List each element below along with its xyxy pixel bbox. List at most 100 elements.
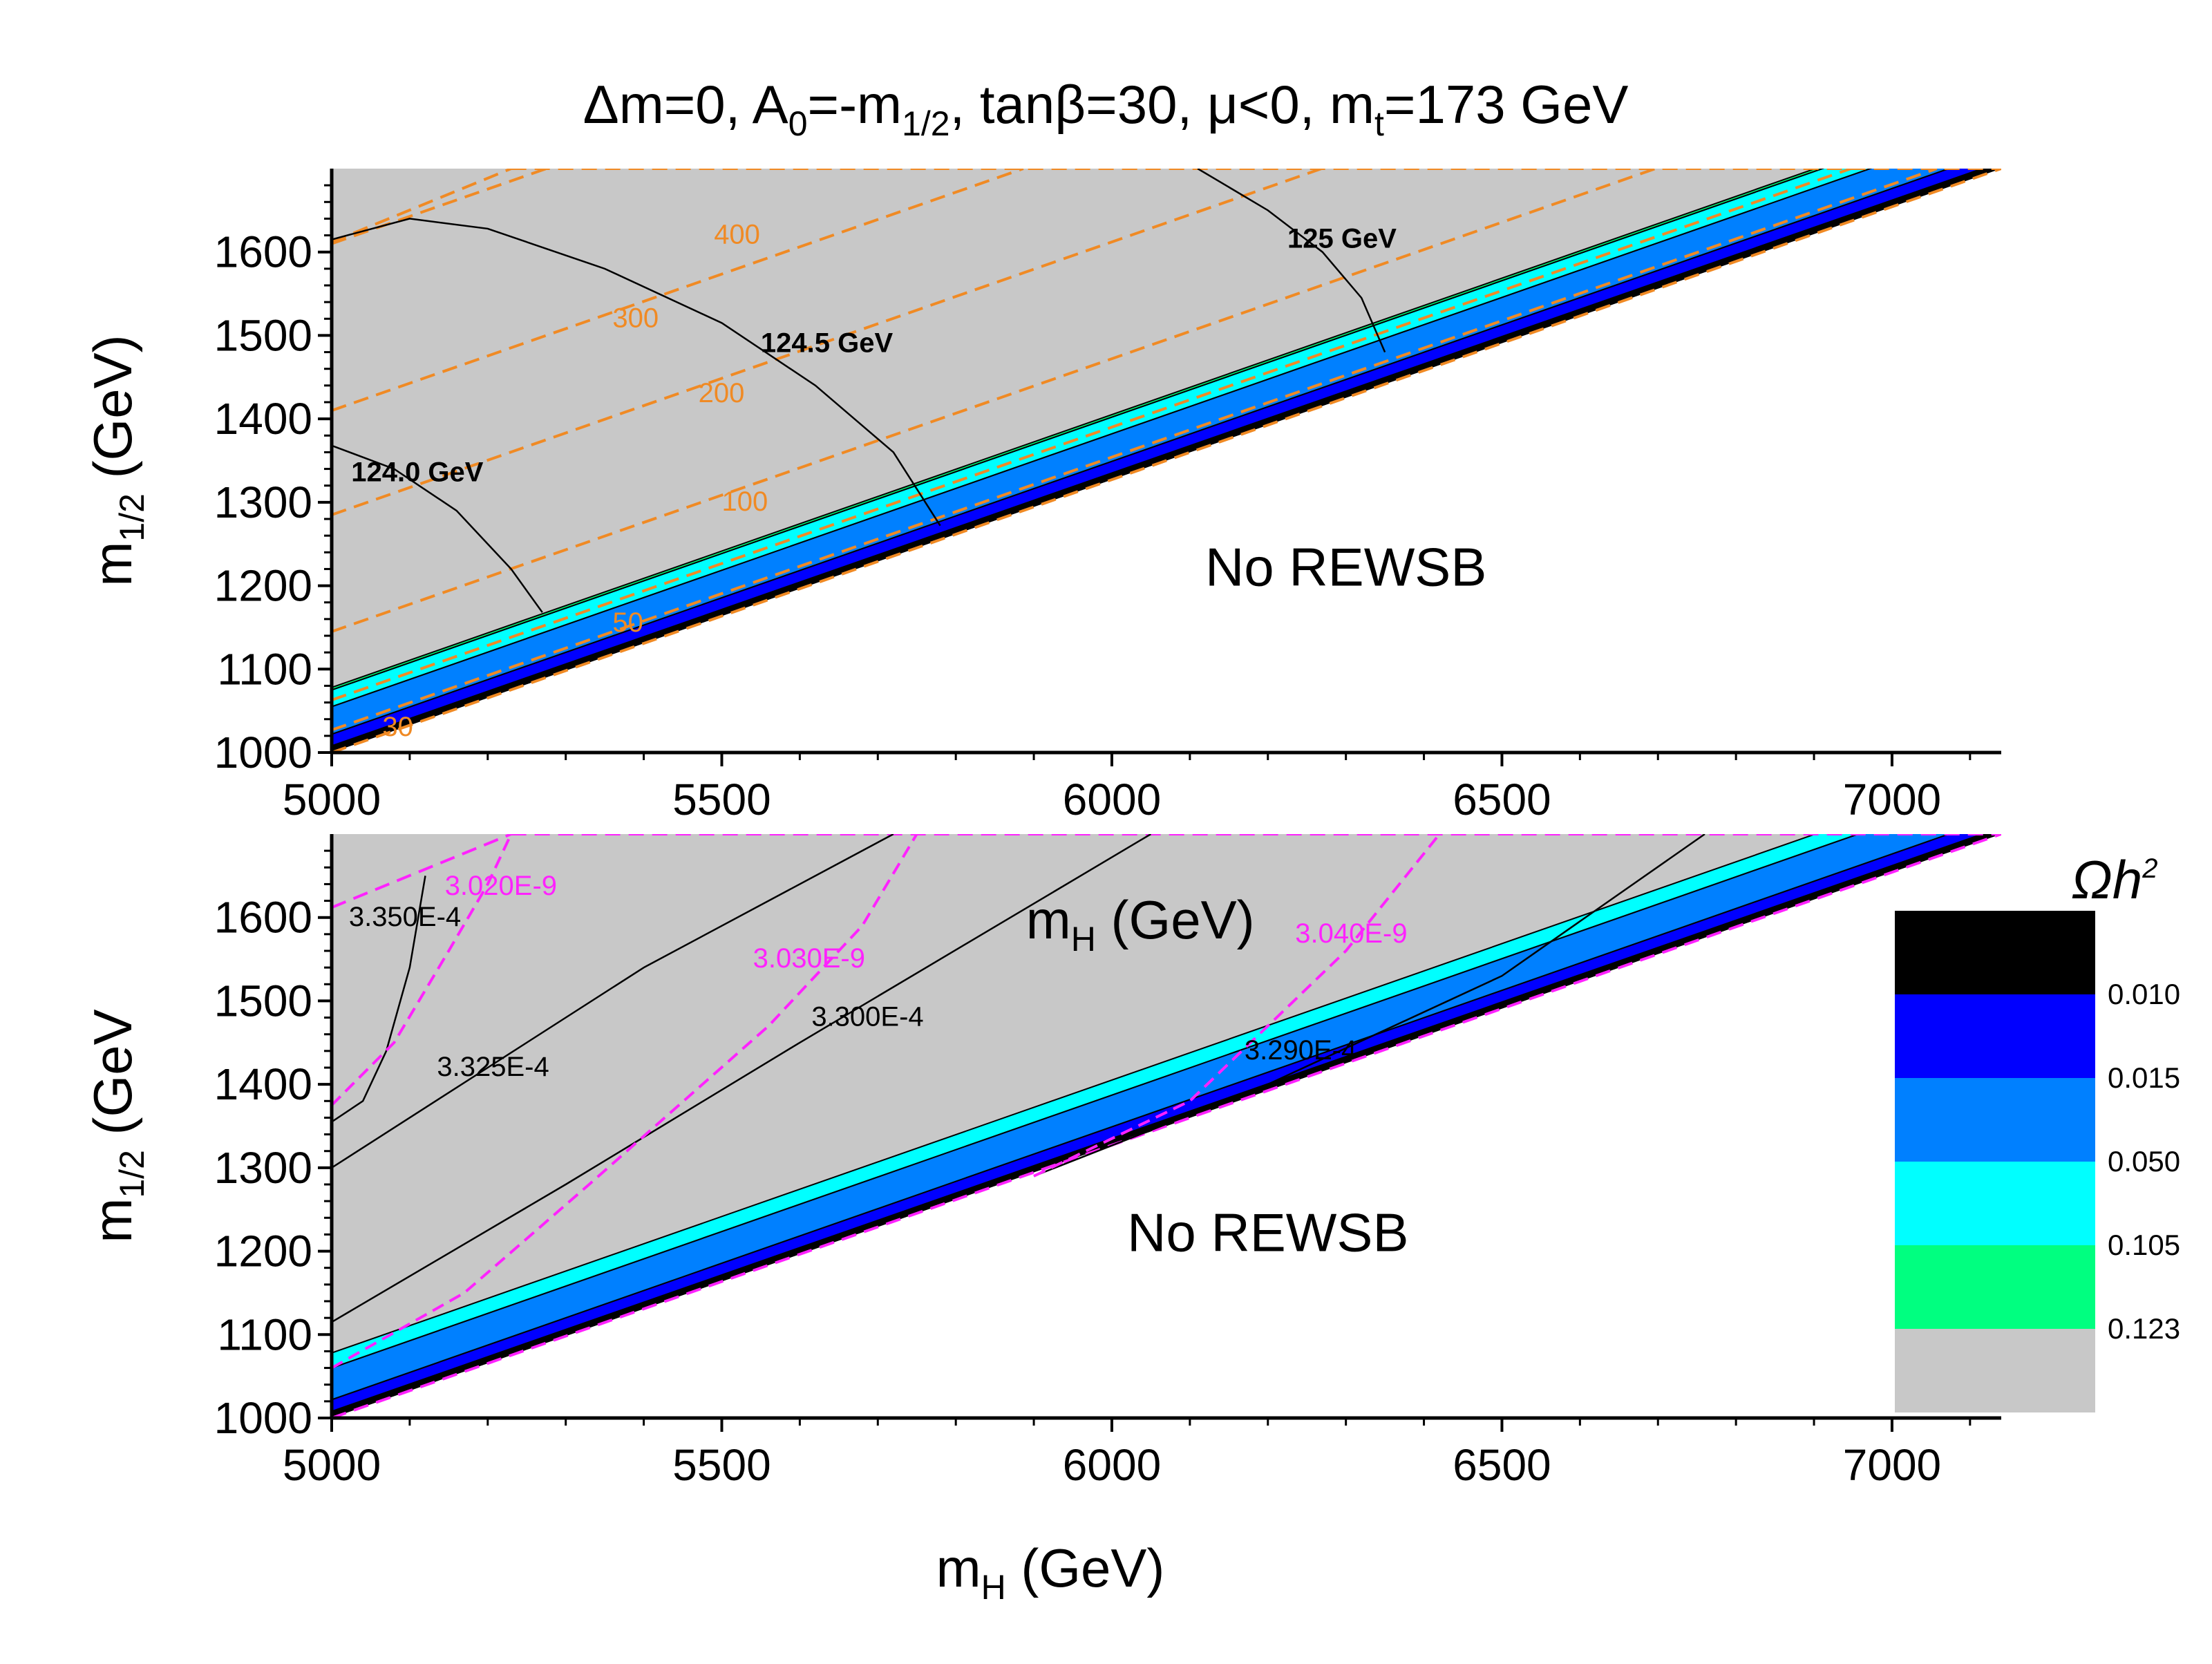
top-ytick-label-1600: 1600 — [214, 227, 312, 277]
top-higgs-contour-0 — [332, 444, 543, 613]
legend-swatch-black — [1895, 911, 2095, 994]
top-mass-diff-line-300 — [332, 169, 1024, 412]
bottom-magenta-label-0: 3.020E-9 — [445, 871, 557, 901]
legend-swatch-cyan — [1895, 1162, 2095, 1245]
top-mass-diff-line-30 — [332, 169, 1938, 732]
bottom-ytick-label-1600: 1600 — [214, 893, 312, 943]
top-ylabel-sub: 1/2 — [113, 493, 151, 542]
bottom-annotations: 3.350E-4 3.325E-4 3.300E-4 3.290E-4 3.020E-9… — [349, 871, 1409, 1263]
legend-title-sup: 2 — [2142, 853, 2157, 884]
bottom-y-axis-title: m1/2 (GeV — [82, 1009, 151, 1242]
bottom-contour-label-3: 3.290E-4 — [1245, 1035, 1356, 1066]
top-band-2 — [332, 169, 1951, 735]
legend-label-3: 0.105 — [2108, 1229, 2180, 1261]
legend-swatch-blue — [1895, 994, 2095, 1078]
top-band-4 — [332, 169, 1825, 691]
bottom-ytick-label-1000: 1000 — [214, 1393, 312, 1443]
bottom-ytick-label-1400: 1400 — [214, 1059, 312, 1109]
bottom-magenta-label-2: 3.040E-9 — [1295, 918, 1407, 949]
legend-swatch-green — [1895, 1245, 2095, 1329]
legend-title-main: Ωh — [2072, 849, 2143, 910]
bottom-band-3 — [332, 834, 1860, 1369]
bottom-ytick-label-1300: 1300 — [214, 1143, 312, 1193]
bottom-xtick-label-6000: 6000 — [1063, 1440, 1161, 1490]
bottom-x-axis-title: mH (GeV) — [936, 1538, 1165, 1607]
relic-density-legend: Ωh2 0.010 0.015 0.050 0.105 0.123 — [1895, 849, 2180, 1412]
chart-title: Δm=0, A0=-m1/2, tanβ=30, μ<0, mt=173 GeV — [583, 74, 1629, 143]
top-mass-diff-line-400 — [332, 169, 547, 245]
top-ytick-label-1200: 1200 — [214, 561, 312, 611]
bottom-xtick-label-7000: 7000 — [1843, 1440, 1941, 1490]
xlabel-main: m — [936, 1538, 981, 1598]
bottom-ytick-label-1100: 1100 — [217, 1310, 312, 1359]
top-ylabel-main: m — [82, 542, 143, 587]
legend-label-0: 0.010 — [2108, 978, 2180, 1010]
top-band-1 — [332, 169, 1985, 747]
top-ytick-label-1300: 1300 — [214, 478, 312, 527]
top-ytick-label-1500: 1500 — [214, 310, 312, 360]
top-mass-diff-label-300: 300 — [612, 303, 659, 333]
top-xtick-label-5000: 5000 — [283, 775, 381, 824]
legend-label-1: 0.015 — [2108, 1061, 2180, 1094]
legend-label-4: 0.123 — [2108, 1312, 2180, 1345]
top-ytick-label-1100: 1100 — [217, 644, 312, 694]
overlay-sub: H — [1071, 920, 1096, 958]
top-xtick-label-6000: 6000 — [1063, 775, 1161, 824]
bottom-ylabel-unit: (GeV — [82, 1009, 143, 1150]
top-mass-diff-label-30: 30 — [382, 712, 413, 742]
top-higgs-label-1: 124.5 GeV — [761, 328, 894, 359]
top-xtick-label-5500: 5500 — [672, 775, 771, 824]
top-y-axis-title: m1/2 (GeV) — [82, 334, 151, 586]
legend-label-2: 0.050 — [2108, 1145, 2180, 1178]
legend-swatch-gray — [1895, 1329, 2095, 1412]
top-xtick-label-6500: 6500 — [1453, 775, 1551, 824]
top-band-3 — [332, 169, 1873, 708]
bottom-ytick-label-1500: 1500 — [214, 976, 312, 1025]
bottom-contour-1 — [332, 834, 894, 1169]
bottom-magenta-contour-2 — [1033, 834, 1441, 1178]
bottom-band-2 — [332, 834, 1951, 1401]
bottom-magenta-contour-1 — [332, 834, 918, 1370]
overlay-m: m — [1026, 889, 1071, 950]
bottom-magenta-label-1: 3.030E-9 — [753, 943, 865, 974]
bottom-edge-line — [332, 834, 2001, 1418]
top-mass-diff-line-50 — [332, 169, 1852, 701]
legend-swatch-azure — [1895, 1078, 2095, 1162]
bottom-contour-3 — [1033, 834, 1705, 1178]
top-ylabel-unit: (GeV) — [82, 334, 143, 493]
top-axes: 5000 5500 6000 6500 7000 1000 1100 1200 1300 1400… — [82, 169, 2001, 824]
bottom-band-1 — [332, 834, 1985, 1412]
bottom-ytick-label-1200: 1200 — [214, 1227, 312, 1276]
top-annotations: 400 300 200 100 50 30 124.0 GeV 124.5 GeV 125 Ge… — [351, 220, 1486, 742]
bottom-axes: 5000 5500 6000 6500 7000 1000 1100 1200 1300 1400… — [82, 834, 2001, 1607]
bottom-contour-0 — [332, 876, 426, 1123]
legend-title: Ωh2 — [2072, 849, 2158, 910]
top-mass-diff-label-400: 400 — [714, 220, 760, 250]
bottom-overlay-xlabel: mH (GeV) — [1026, 889, 1255, 958]
top-ytick-label-1400: 1400 — [214, 394, 312, 444]
bottom-panel: 5000 5500 6000 6500 7000 1000 1100 1200 1300 1400… — [82, 834, 2001, 1607]
bottom-contour-label-2: 3.300E-4 — [811, 1002, 923, 1032]
bottom-magenta-contour-0 — [332, 834, 513, 1106]
top-panel: 5000 5500 6000 6500 7000 1000 1100 1200 1300 1400… — [82, 169, 2001, 824]
top-mass-diff-line-200 — [332, 169, 1323, 516]
top-higgs-label-0: 124.0 GeV — [351, 457, 484, 488]
top-ytick-label-1000: 1000 — [214, 728, 312, 777]
top-region-label: No REWSB — [1205, 537, 1486, 598]
overlay-unit: (GeV) — [1096, 889, 1255, 950]
top-plot-area — [332, 169, 2001, 753]
top-higgs-contour-1 — [332, 218, 941, 527]
top-mass-diff-label-200: 200 — [699, 378, 745, 408]
bottom-contour-2 — [332, 834, 1152, 1323]
bottom-xtick-label-5000: 5000 — [283, 1440, 381, 1490]
xlabel-sub: H — [981, 1568, 1006, 1607]
top-xtick-label-7000: 7000 — [1843, 775, 1941, 824]
top-edge-line — [332, 169, 2001, 753]
bottom-ylabel-main: m — [82, 1198, 143, 1243]
bottom-xtick-label-5500: 5500 — [672, 1440, 771, 1490]
top-left-boundary — [332, 169, 512, 244]
bottom-ylabel-sub: 1/2 — [113, 1150, 151, 1198]
bottom-region-label: No REWSB — [1127, 1202, 1408, 1263]
xlabel-unit: (GeV) — [1006, 1538, 1165, 1598]
